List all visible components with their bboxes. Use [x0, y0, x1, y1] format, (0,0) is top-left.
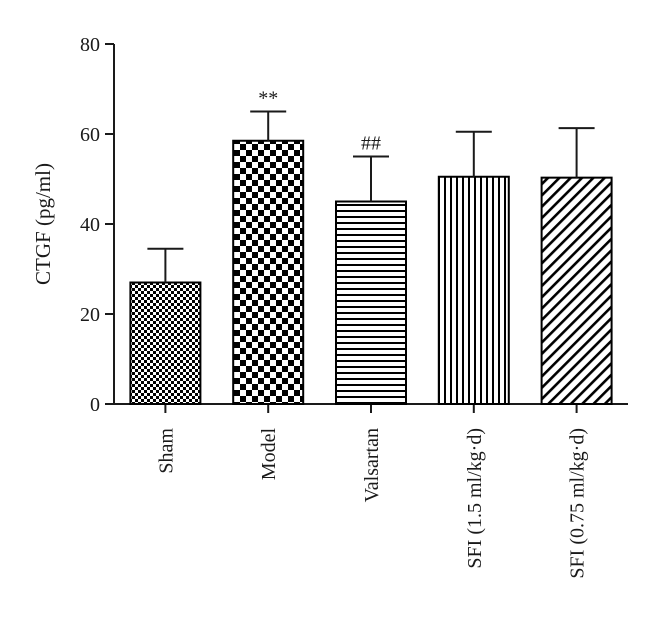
- y-tick-label: 40: [80, 214, 100, 236]
- category-label: Model: [258, 428, 280, 481]
- category-label: Valsartan: [361, 428, 383, 502]
- bars: [129, 139, 613, 405]
- category-label: SFI (0.75 ml/kg·d): [567, 428, 589, 579]
- y-tick-label: 80: [80, 34, 100, 56]
- significance-marker: **: [258, 88, 278, 110]
- bar: [232, 139, 305, 405]
- significance-marker: ##: [361, 133, 381, 155]
- category-labels: Sham Model Valsartan SFI (1.5 ml/kg·d) SFI (…: [155, 428, 588, 579]
- error-bars: [147, 110, 595, 283]
- bar: [437, 175, 510, 405]
- y-axis-title: CTGF (pg/ml): [31, 163, 55, 285]
- bar: [540, 176, 613, 405]
- y-tick-label: 60: [80, 124, 100, 146]
- category-label: SFI (1.5 ml/kg·d): [464, 428, 486, 569]
- x-ticks: [164, 404, 578, 413]
- significance-annotations: ** ##: [258, 88, 381, 155]
- bar: [335, 200, 407, 405]
- bar: [129, 281, 202, 405]
- category-label: Sham: [155, 428, 177, 474]
- y-tick-label: 20: [80, 304, 100, 326]
- y-ticks: 0 20 40 60 80: [80, 34, 114, 416]
- y-tick-label: 0: [90, 394, 100, 416]
